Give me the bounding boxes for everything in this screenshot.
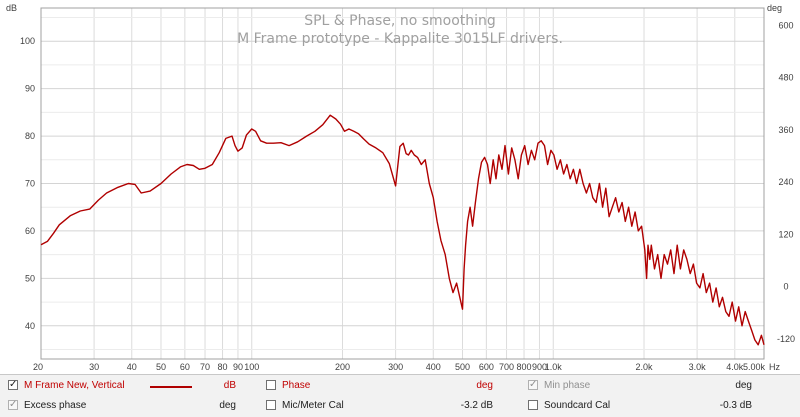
legend-panel: M Frame New, Vertical dB Phase deg Min p…	[0, 374, 800, 417]
x-tick-label-300: 300	[388, 362, 403, 372]
grid-lines	[41, 8, 764, 359]
x-unit-label: Hz	[769, 362, 780, 372]
x-tick-label-80: 80	[218, 362, 228, 372]
series-line-0	[40, 114, 765, 346]
legend-label-soundcard-cal: Soundcard Cal	[544, 400, 611, 411]
right-tick-label-480: 480	[778, 73, 793, 83]
x-tick-label-90: 90	[233, 362, 243, 372]
right-tick-label-600: 600	[778, 20, 793, 30]
x-tick-label-500: 500	[455, 362, 470, 372]
y-tick-label-60: 60	[25, 226, 35, 236]
x-tick-label-40: 40	[127, 362, 137, 372]
right-tick-label--120: -120	[777, 334, 795, 344]
x-tick-label-800: 800	[517, 362, 532, 372]
x-tick-label-3.0k: 3.0k	[689, 362, 707, 372]
plot-frame	[40, 7, 765, 360]
series-color-swatch	[150, 386, 192, 388]
x-tick-label-1.0k: 1.0k	[545, 362, 563, 372]
right-axis: -120 0 120 240 360 480 600	[777, 20, 795, 344]
legend-unit-min-phase: deg	[735, 380, 752, 391]
legend-label-measurement: M Frame New, Vertical	[24, 380, 125, 391]
legend-unit-excess-phase: deg	[219, 400, 236, 411]
series-layer	[40, 114, 765, 346]
y-tick-label-90: 90	[25, 84, 35, 94]
legend-value-mic-cal: -3.2 dB	[460, 400, 493, 411]
checkbox-mic-cal[interactable]	[266, 400, 276, 410]
left-axis: 40 50 60 70 80 90 100	[20, 36, 35, 331]
right-unit-label: deg	[767, 3, 782, 13]
right-tick-label-360: 360	[778, 125, 793, 135]
legend-item-excess-phase[interactable]: Excess phase	[8, 396, 158, 415]
y-tick-label-40: 40	[25, 321, 35, 331]
x-tick-label-200: 200	[335, 362, 350, 372]
checkbox-phase[interactable]	[266, 380, 276, 390]
x-tick-label-30: 30	[89, 362, 99, 372]
x-tick-label-600: 600	[479, 362, 494, 372]
x-tick-label-20: 20	[33, 362, 43, 372]
legend-item-min-phase[interactable]: Min phase	[528, 376, 668, 395]
chart-title: SPL & Phase, no smoothing	[304, 13, 496, 29]
right-tick-label-120: 120	[778, 229, 793, 239]
x-tick-label-400: 400	[426, 362, 441, 372]
x-tick-label-5.00k: 5.00k	[743, 362, 766, 372]
right-tick-label-0: 0	[783, 282, 788, 292]
checkbox-measurement[interactable]	[8, 376, 18, 394]
x-tick-label-70: 70	[200, 362, 210, 372]
legend-unit-phase: deg	[476, 380, 493, 391]
y-tick-label-100: 100	[20, 36, 35, 46]
y-tick-label-80: 80	[25, 131, 35, 141]
x-tick-label-100: 100	[244, 362, 259, 372]
y-tick-label-50: 50	[25, 273, 35, 283]
y-tick-label-70: 70	[25, 179, 35, 189]
legend-label-min-phase: Min phase	[544, 380, 591, 391]
checkbox-min-phase[interactable]	[528, 376, 538, 394]
x-tick-label-700: 700	[499, 362, 514, 372]
x-tick-label-50: 50	[156, 362, 166, 372]
chart-subtitle: M Frame prototype - Kappalite 3015LF dri…	[237, 31, 563, 47]
x-tick-label-900: 900	[532, 362, 547, 372]
left-unit-label: dB	[6, 3, 17, 13]
legend-label-mic-cal: Mic/Meter Cal	[282, 400, 344, 411]
x-tick-label-60: 60	[180, 362, 190, 372]
legend-item-soundcard-cal[interactable]: Soundcard Cal	[528, 397, 668, 415]
x-tick-label-2.0k: 2.0k	[636, 362, 654, 372]
checkbox-excess-phase[interactable]	[8, 396, 18, 414]
legend-value-soundcard-cal: -0.3 dB	[719, 400, 752, 411]
x-tick-label-4.0k: 4.0k	[726, 362, 744, 372]
legend-item-mic-cal[interactable]: Mic/Meter Cal	[266, 397, 406, 415]
legend-label-phase: Phase	[282, 380, 311, 391]
right-tick-label-240: 240	[778, 177, 793, 187]
x-axis: 20 30 40 50 60 70 80 90 100 200 300 400 500 600 700 800…	[33, 362, 765, 372]
legend-item-phase[interactable]: Phase	[266, 377, 386, 395]
checkbox-soundcard-cal[interactable]	[528, 400, 538, 410]
legend-item-measurement[interactable]: M Frame New, Vertical	[8, 376, 258, 395]
legend-unit-measurement: dB	[223, 380, 236, 391]
legend-label-excess-phase: Excess phase	[24, 400, 87, 411]
